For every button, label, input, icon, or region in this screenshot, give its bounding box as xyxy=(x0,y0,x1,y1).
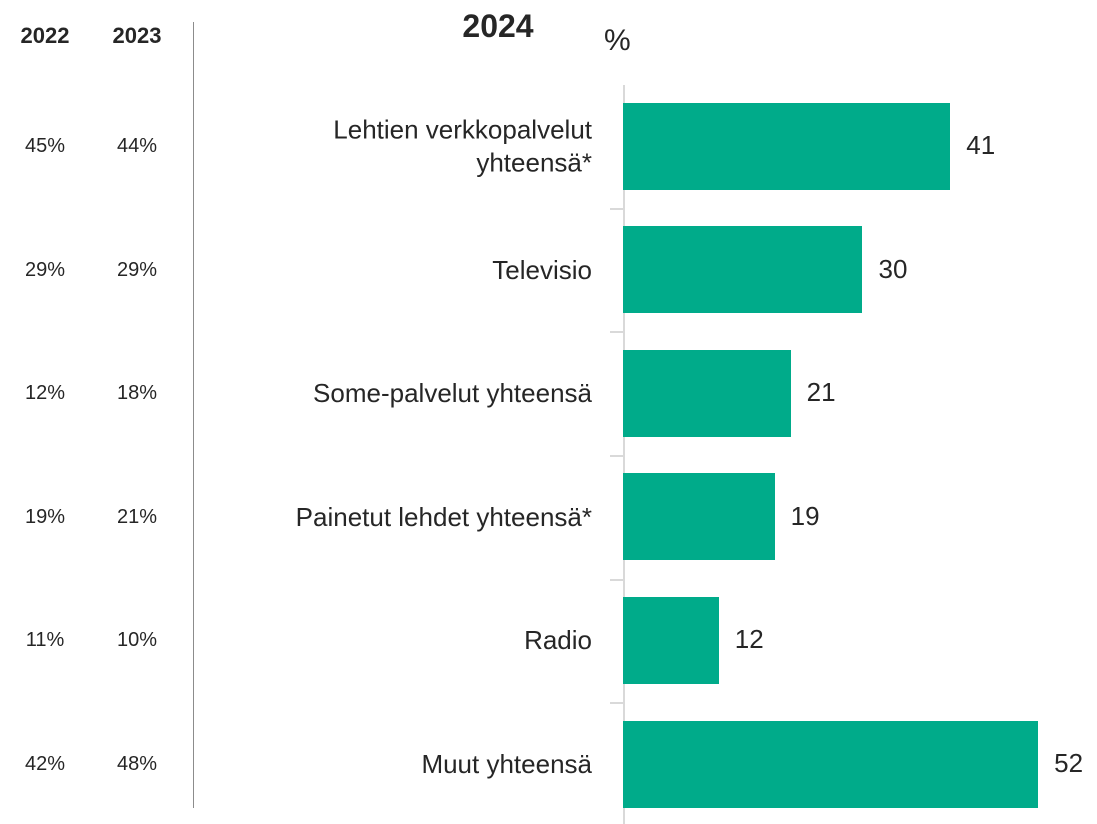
value-label: 30 xyxy=(878,253,908,284)
category-label: Radio xyxy=(524,625,592,656)
bar xyxy=(623,473,775,561)
category-tick xyxy=(610,207,623,210)
column-header: 2022 xyxy=(20,23,70,48)
value-label: 12 xyxy=(734,624,764,655)
category-tick xyxy=(610,455,623,457)
table-cell: 11% xyxy=(25,629,65,652)
value-label: 41 xyxy=(966,130,996,160)
table-cell: 19% xyxy=(24,505,66,528)
bar xyxy=(623,596,719,684)
table-cell: 10% xyxy=(116,629,158,652)
value-label: 21 xyxy=(806,377,836,408)
category-label: Some-palvelut yhteensä xyxy=(313,377,592,408)
bar xyxy=(623,102,951,190)
category-tick xyxy=(610,578,623,581)
category-tick xyxy=(610,331,623,334)
bar xyxy=(623,349,791,437)
value-label: 52 xyxy=(1054,748,1084,778)
table-cell: 48% xyxy=(116,753,158,775)
table-cell: 42% xyxy=(24,753,66,775)
category-label: Televisio xyxy=(492,254,592,285)
divider xyxy=(193,22,194,808)
table-cell: 21% xyxy=(116,505,158,528)
category-tick xyxy=(610,702,623,705)
column-header: 2023 xyxy=(112,23,162,48)
table-cell: 12% xyxy=(24,382,66,405)
axis-line xyxy=(623,85,625,824)
category-label: Lehtien verkkopalvelut yhteensä* xyxy=(333,114,592,178)
bar xyxy=(623,226,863,314)
category-label: Muut yhteensä xyxy=(421,748,592,779)
table-cell: 18% xyxy=(116,382,158,405)
category-label: Painetut lehdet yhteensä* xyxy=(295,501,592,532)
chart-title: 2024 xyxy=(462,8,534,44)
table-cell: 44% xyxy=(116,135,158,157)
table-cell: 45% xyxy=(24,135,66,157)
table-cell: 29% xyxy=(116,258,158,281)
table-cell: 29% xyxy=(24,258,66,281)
bar xyxy=(623,720,1039,808)
value-label: 19 xyxy=(790,500,820,531)
unit-label: % xyxy=(604,24,631,57)
